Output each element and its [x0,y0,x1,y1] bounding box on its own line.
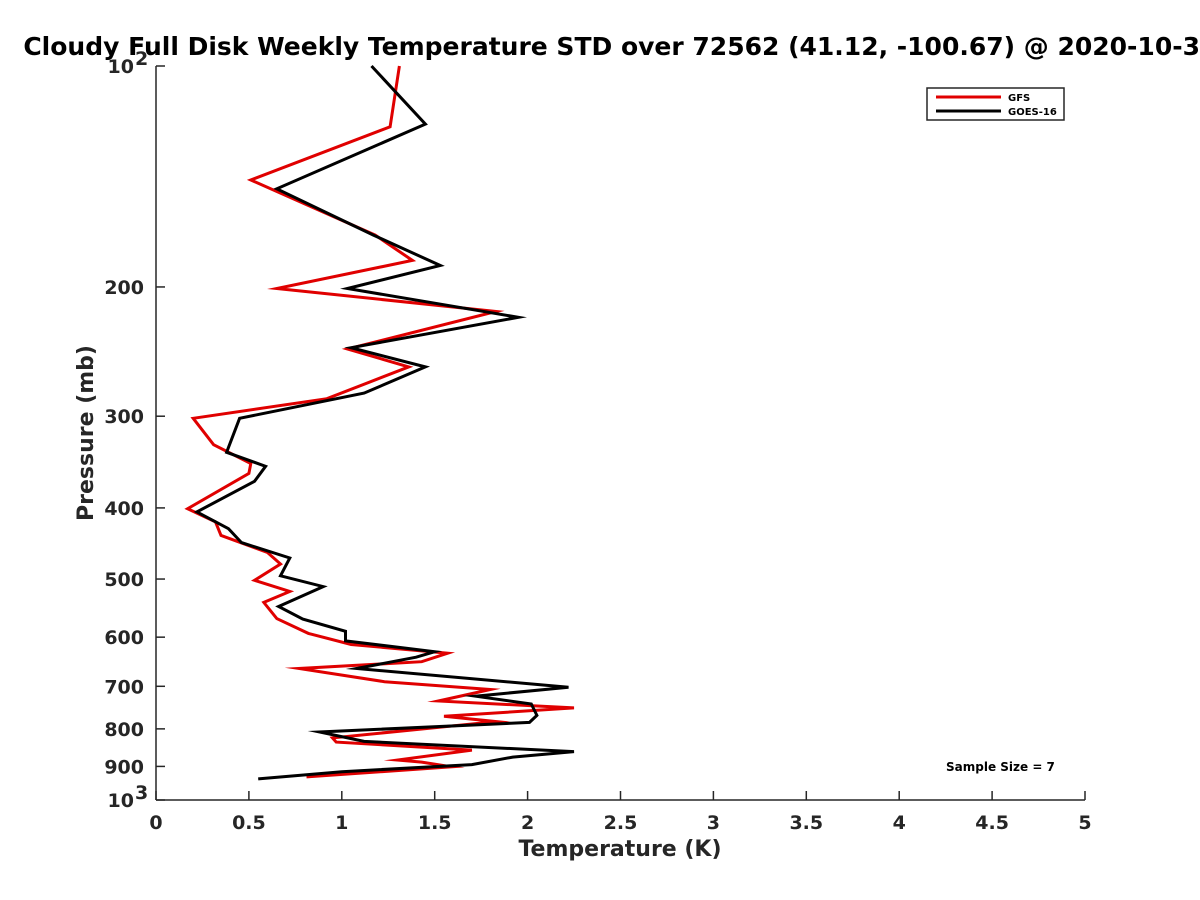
x-tick-label: 4.5 [975,812,1009,834]
x-tick-label: 0 [149,812,162,834]
y-tick-label: 200 [104,277,144,299]
y-axis-label: Pressure (mb) [74,345,99,521]
x-tick-label: 3.5 [789,812,823,834]
legend-label: GOES-16 [1008,107,1057,118]
y-tick-label: 900 [104,756,144,778]
x-tick-label: 4 [893,812,906,834]
chart-title: Cloudy Full Disk Weekly Temperature STD … [23,32,1200,61]
y-tick-label: 800 [104,719,144,741]
legend-box [926,87,1065,121]
y-tick-label: 500 [104,569,144,591]
plot-area: 0 0.5 1 1.5 2 2.5 3 3.5 4 4.5 5 10 2200300400500600… [104,48,1091,834]
x-tick-label: 1.5 [418,812,452,834]
y-tick-exponent: 2 [135,48,148,70]
x-tick-label: 1 [335,812,348,834]
series-layer [184,64,575,781]
x-tick-label: 0.5 [232,812,266,834]
x-tick-label: 2.5 [604,812,638,834]
y-tick-label: 300 [104,406,144,428]
sample-size-annotation: Sample Size = 7 [946,760,1055,774]
x-axis-ticks: 0 0.5 1 1.5 2 2.5 3 3.5 4 4.5 5 [149,791,1092,834]
x-axis-label: Temperature (K) [518,837,721,862]
y-tick-label: 700 [104,676,144,698]
legend-label: GFS [1008,93,1030,104]
y-tick-label: 400 [104,498,144,520]
x-tick-label: 5 [1078,812,1091,834]
x-tick-label: 3 [707,812,720,834]
y-tick-label: 600 [104,627,144,649]
y-tick-exponent: 3 [135,782,148,804]
legend: GFS GOES-16 [926,87,1065,121]
y-tick-label: 10 [108,790,134,812]
y-tick-label: 10 [108,56,134,78]
x-tick-label: 2 [521,812,534,834]
series-line-goes-16 [193,64,575,781]
